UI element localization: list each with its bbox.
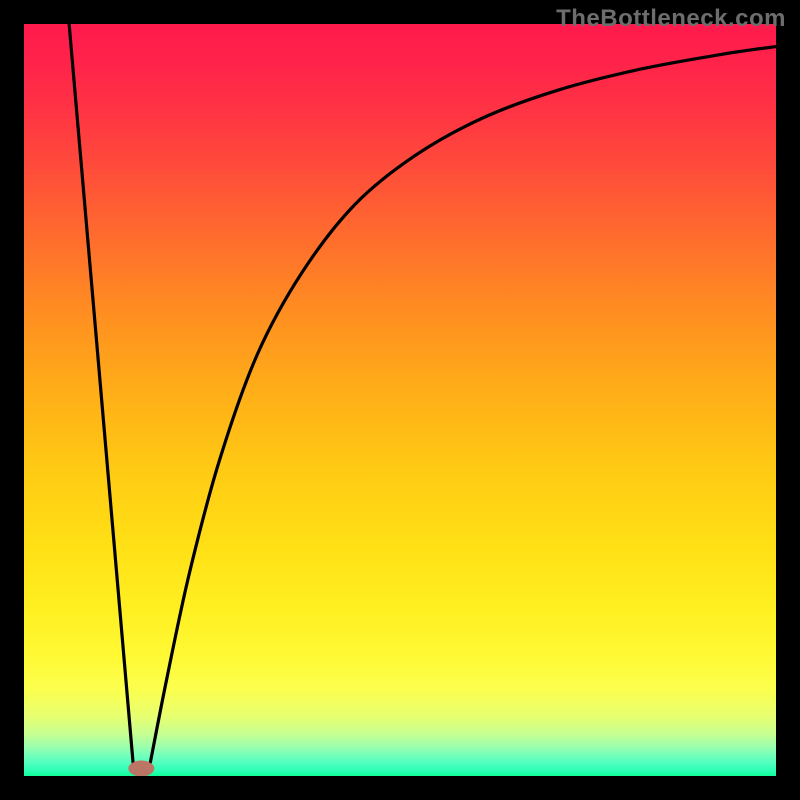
curve-right xyxy=(150,47,776,763)
watermark: TheBottleneck.com xyxy=(556,5,786,33)
dip-marker xyxy=(128,760,154,776)
canvas: TheBottleneck.com xyxy=(0,0,800,800)
curve-left xyxy=(69,24,133,762)
plot-area xyxy=(24,24,776,776)
curve-layer xyxy=(24,24,776,776)
